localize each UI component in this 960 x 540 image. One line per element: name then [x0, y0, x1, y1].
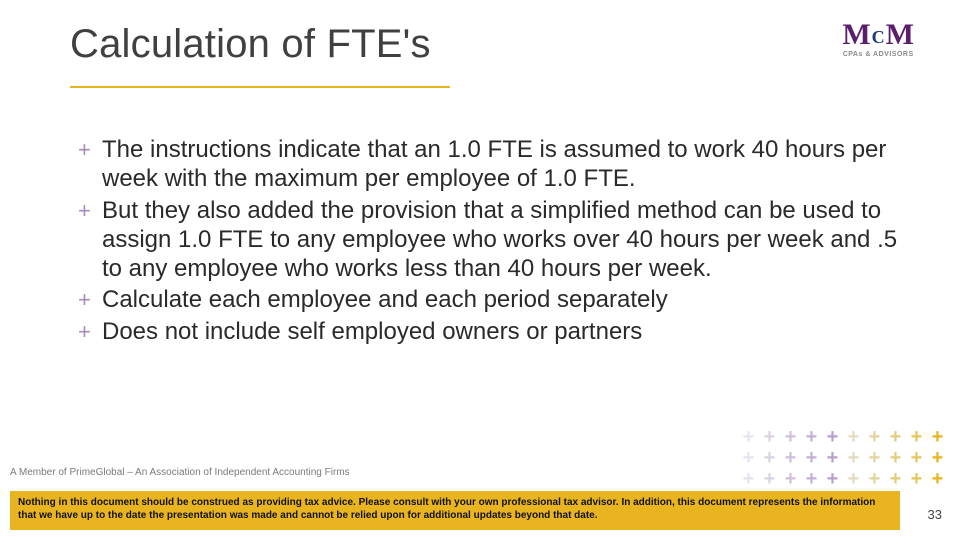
plus-icon: + [843, 448, 864, 469]
plus-icon: + [822, 427, 843, 448]
plus-icon: + [738, 427, 759, 448]
plus-icon: + [801, 427, 822, 448]
plus-icon: + [759, 448, 780, 469]
plus-icon: + [801, 448, 822, 469]
bullet-text: But they also added the provision that a… [102, 197, 897, 283]
page-number: 33 [928, 507, 942, 522]
logo-tagline: CPAs & ADVISORS [842, 51, 914, 58]
logo-letter-m1: M [842, 20, 870, 50]
bullet-text: Calculate each employee and each period … [102, 286, 668, 313]
plus-icon: + [906, 427, 927, 448]
membership-footer: A Member of PrimeGlobal – An Association… [10, 467, 350, 478]
logo-letter-c: C [872, 28, 885, 46]
slide-title: Calculation of FTE's [70, 22, 431, 67]
plus-icon: + [780, 427, 801, 448]
plus-icon: + [738, 448, 759, 469]
plus-icon: + [780, 469, 801, 490]
logo: M C M CPAs & ADVISORS [842, 20, 914, 58]
plus-icon: + [78, 319, 91, 346]
plus-icon: + [927, 469, 948, 490]
plus-icon: + [78, 287, 91, 314]
bullet-item: + But they also added the provision that… [78, 196, 898, 284]
plus-icon: + [885, 427, 906, 448]
plus-icon: + [822, 448, 843, 469]
logo-letter-m2: M [886, 20, 914, 50]
bullet-text: Does not include self employed owners or… [102, 318, 642, 345]
plus-icon: + [843, 427, 864, 448]
slide: Calculation of FTE's M C M CPAs & ADVISO… [0, 0, 960, 540]
plus-icon: + [822, 469, 843, 490]
title-underline [70, 86, 450, 88]
plus-icon: + [78, 137, 91, 164]
bullet-text: The instructions indicate that an 1.0 FT… [102, 136, 886, 192]
plus-icon: + [927, 427, 948, 448]
plus-icon: + [864, 427, 885, 448]
plus-icon: + [780, 448, 801, 469]
plus-icon: + [738, 469, 759, 490]
plus-icon: + [759, 427, 780, 448]
disclaimer-band: Nothing in this document should be const… [10, 491, 900, 530]
decorative-plus-grid: ++++++++++++++++++++++++++++++ [738, 427, 948, 490]
plus-icon: + [927, 448, 948, 469]
body-text: + The instructions indicate that an 1.0 … [78, 135, 898, 348]
bullet-item: + Calculate each employee and each perio… [78, 285, 898, 314]
bullet-item: + The instructions indicate that an 1.0 … [78, 135, 898, 194]
plus-icon: + [864, 469, 885, 490]
plus-icon: + [78, 198, 91, 225]
plus-icon: + [864, 448, 885, 469]
logo-wordmark: M C M [842, 20, 914, 50]
bullet-item: + Does not include self employed owners … [78, 317, 898, 346]
plus-icon: + [885, 469, 906, 490]
plus-icon: + [801, 469, 822, 490]
plus-icon: + [759, 469, 780, 490]
plus-icon: + [906, 469, 927, 490]
plus-icon: + [906, 448, 927, 469]
plus-icon: + [885, 448, 906, 469]
plus-icon: + [843, 469, 864, 490]
